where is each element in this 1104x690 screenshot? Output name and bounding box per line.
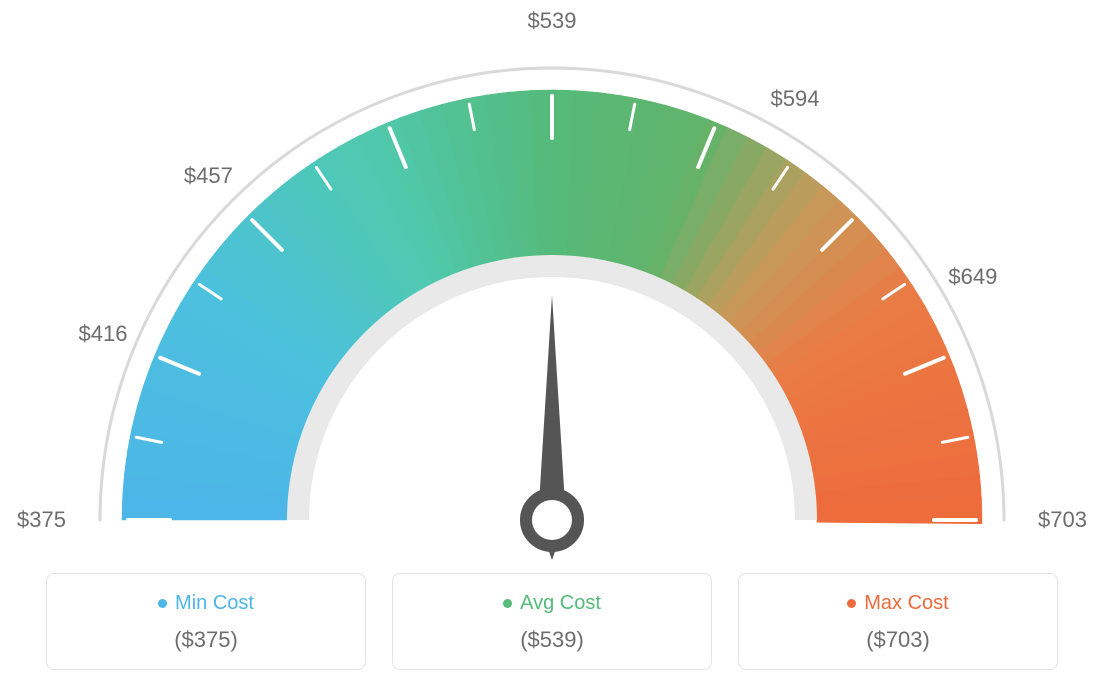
gauge-tick-label: $457	[184, 163, 233, 189]
gauge-cost-chart: $375 $416 $457 $539 $594 $649 $703 Min Cost ($…	[0, 0, 1104, 690]
legend-title-max: Max Cost	[847, 592, 948, 615]
gauge-tick-label: $416	[79, 321, 128, 347]
legend-value-min: ($375)	[57, 627, 355, 653]
legend-value-max: ($703)	[749, 627, 1047, 653]
gauge-tick-label: $375	[17, 507, 66, 533]
legend-card-max: Max Cost ($703)	[738, 573, 1058, 670]
legend-row: Min Cost ($375) Avg Cost ($539) Max Cost…	[40, 573, 1064, 670]
legend-value-avg: ($539)	[403, 627, 701, 653]
legend-label-avg: Avg Cost	[520, 592, 601, 615]
legend-title-avg: Avg Cost	[503, 592, 601, 615]
legend-card-min: Min Cost ($375)	[46, 573, 366, 670]
gauge-tick-label: $539	[528, 8, 577, 34]
gauge-tick-label: $703	[1038, 507, 1087, 533]
legend-label-max: Max Cost	[864, 592, 948, 615]
gauge-tick-label: $649	[948, 264, 997, 290]
legend-dot-avg	[503, 599, 512, 608]
gauge-svg	[52, 10, 1052, 560]
legend-label-min: Min Cost	[175, 592, 254, 615]
legend-dot-min	[158, 599, 167, 608]
legend-dot-max	[847, 599, 856, 608]
legend-title-min: Min Cost	[158, 592, 254, 615]
gauge-area: $375 $416 $457 $539 $594 $649 $703	[0, 0, 1104, 560]
gauge-tick-label: $594	[771, 86, 820, 112]
legend-card-avg: Avg Cost ($539)	[392, 573, 712, 670]
